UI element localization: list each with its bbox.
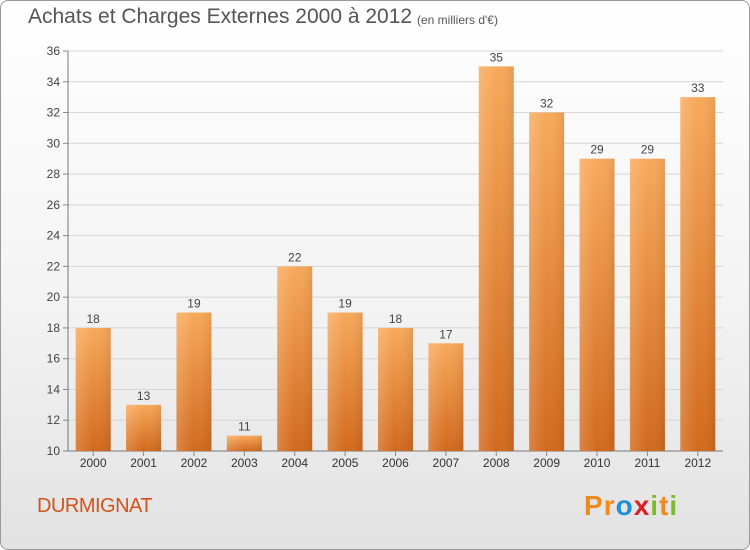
bar-shading bbox=[75, 327, 111, 451]
x-tick-label: 2001 bbox=[130, 456, 157, 470]
x-tick-label: 2012 bbox=[684, 456, 711, 470]
bar-value-label: 11 bbox=[238, 420, 251, 434]
x-tick-label: 2003 bbox=[231, 456, 258, 470]
bar-shading bbox=[277, 266, 313, 451]
bar-value-label: 29 bbox=[590, 143, 604, 157]
logo-letter: t bbox=[659, 490, 670, 521]
bar-shading bbox=[680, 97, 716, 452]
bar-value-label: 29 bbox=[641, 143, 655, 157]
proxiti-logo: Proxiti bbox=[584, 490, 678, 522]
bar-shading bbox=[327, 312, 363, 451]
logo-letter: i bbox=[650, 490, 660, 521]
x-tick-label: 2007 bbox=[433, 456, 460, 470]
y-tick-label: 24 bbox=[47, 229, 61, 243]
logo-letter: o bbox=[615, 490, 634, 521]
bar-shading bbox=[629, 158, 665, 451]
y-tick-label: 10 bbox=[47, 444, 61, 458]
logo-letter: P bbox=[584, 490, 604, 521]
commune-name: DURMIGNAT bbox=[37, 495, 153, 517]
y-tick-label: 30 bbox=[47, 136, 61, 150]
x-tick-label: 2000 bbox=[80, 456, 107, 470]
bar-value-label: 18 bbox=[389, 312, 403, 326]
bar-value-label: 32 bbox=[540, 97, 554, 111]
logo-letter: x bbox=[633, 490, 651, 521]
y-tick-label: 32 bbox=[47, 106, 61, 120]
x-tick-label: 2011 bbox=[635, 456, 661, 470]
y-tick-label: 34 bbox=[47, 75, 61, 89]
bar-value-label: 19 bbox=[187, 297, 201, 311]
bar-value-label: 35 bbox=[490, 50, 504, 64]
logo-letter: r bbox=[603, 490, 616, 521]
bar-shading bbox=[126, 404, 162, 451]
y-tick-label: 12 bbox=[47, 413, 61, 427]
bar-shading bbox=[226, 435, 262, 451]
bar-value-label: 17 bbox=[439, 327, 453, 341]
y-tick-label: 16 bbox=[47, 352, 61, 366]
y-tick-label: 20 bbox=[47, 290, 61, 304]
x-tick-label: 2002 bbox=[181, 456, 208, 470]
bar-value-label: 13 bbox=[137, 389, 151, 403]
x-tick-label: 2010 bbox=[584, 456, 611, 470]
bar-shading bbox=[378, 327, 413, 451]
y-tick-label: 14 bbox=[47, 382, 61, 396]
labels: 18 2000 13 2001 19 2002 11 2003 22 2004 19 2005 18 20… bbox=[80, 50, 712, 470]
y-tick-label: 18 bbox=[47, 321, 61, 335]
x-tick-label: 2005 bbox=[332, 456, 359, 470]
bars bbox=[75, 66, 716, 452]
y-tick-label: 22 bbox=[47, 259, 61, 273]
x-tick-label: 2004 bbox=[281, 456, 308, 470]
bar-value-label: 18 bbox=[87, 312, 101, 326]
bar-shading bbox=[478, 66, 514, 451]
bar-value-label: 33 bbox=[691, 81, 705, 95]
bar-shading bbox=[176, 312, 212, 451]
x-tick-label: 2008 bbox=[483, 456, 510, 470]
y-tick-label: 36 bbox=[47, 44, 61, 58]
bar-shading bbox=[428, 343, 464, 451]
x-tick-label: 2009 bbox=[533, 456, 560, 470]
bar-shading bbox=[579, 158, 615, 451]
x-tick-label: 2006 bbox=[382, 456, 409, 470]
bar-value-label: 22 bbox=[288, 250, 302, 264]
y-tick-label: 26 bbox=[47, 198, 61, 212]
chart-subtitle: (en milliers d'€) bbox=[417, 13, 498, 27]
logo-letter: i bbox=[669, 490, 679, 521]
y-tick-label: 28 bbox=[47, 167, 61, 181]
bar-value-label: 19 bbox=[338, 297, 352, 311]
chart-title: Achats et Charges Externes 2000 à 2012 bbox=[28, 5, 413, 28]
bar-shading bbox=[529, 112, 565, 452]
